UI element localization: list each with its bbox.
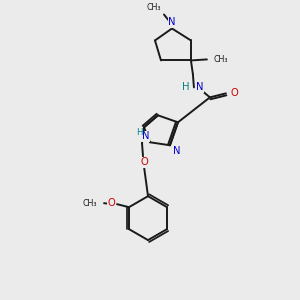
Text: O: O bbox=[107, 198, 115, 208]
Text: N: N bbox=[196, 82, 203, 92]
Text: CH₃: CH₃ bbox=[82, 199, 97, 208]
Text: N: N bbox=[168, 17, 176, 28]
Text: H: H bbox=[136, 128, 143, 137]
Text: N: N bbox=[142, 131, 149, 141]
Text: N: N bbox=[173, 146, 181, 156]
Text: CH₃: CH₃ bbox=[214, 55, 228, 64]
Text: CH₃: CH₃ bbox=[146, 2, 161, 11]
Text: H: H bbox=[182, 82, 190, 92]
Text: O: O bbox=[140, 157, 148, 167]
Text: O: O bbox=[231, 88, 238, 98]
